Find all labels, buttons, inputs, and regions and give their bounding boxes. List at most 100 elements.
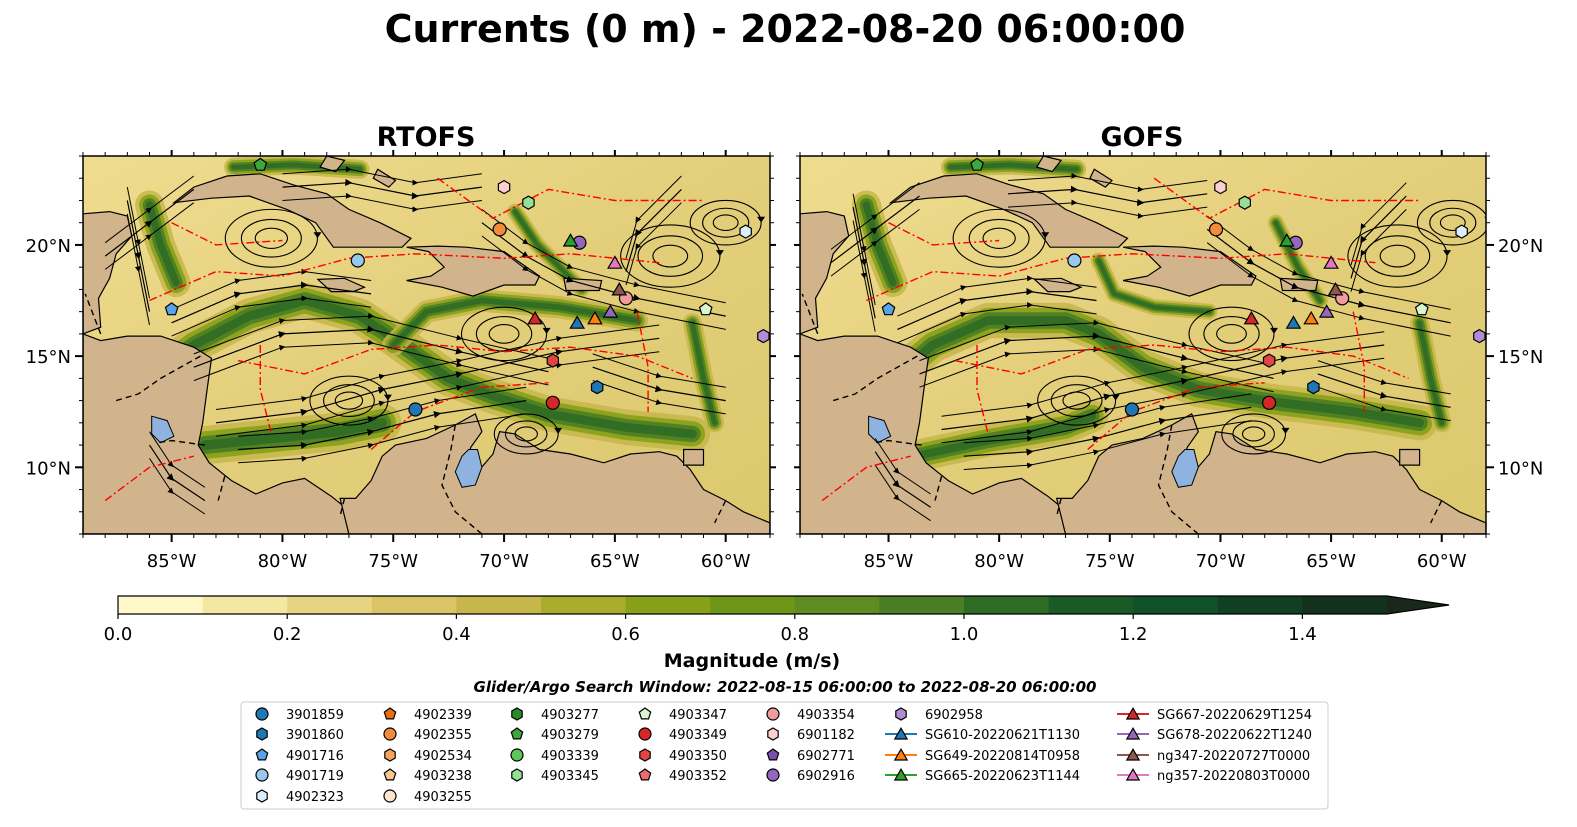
speed-band [1096, 258, 1212, 314]
legend-marker-4903349 [638, 727, 652, 741]
streamline [625, 175, 682, 259]
eez-boundary [888, 222, 1000, 246]
legend-label: 4903354 [797, 708, 855, 723]
platform-marker-3901859[interactable] [408, 402, 423, 417]
platform-marker-SG665-20220623T1144[interactable] [562, 233, 579, 247]
x-tick-label: 85°W [864, 551, 914, 572]
platform-marker-SG665-20220623T1144[interactable] [1279, 233, 1295, 247]
streamline [1350, 182, 1407, 266]
streamline [897, 288, 1097, 330]
platform-marker-3901859[interactable] [1124, 402, 1140, 417]
platform-marker-4901719[interactable] [1067, 253, 1082, 268]
streamline [1206, 242, 1451, 337]
colorbar-cell [1302, 596, 1388, 614]
streamline-eddy [1429, 207, 1477, 238]
country-border [1430, 500, 1443, 524]
platform-marker-4903279[interactable] [253, 157, 268, 171]
platform-marker-3901860[interactable] [590, 380, 604, 395]
platform-marker-4903350[interactable] [1262, 353, 1276, 368]
platform-marker-4901716[interactable] [881, 302, 896, 316]
streamline [149, 431, 206, 488]
streamline [149, 444, 206, 502]
legend-items: 3901859 3901860 4901716 4901719 4902323 49023… [255, 706, 1312, 805]
colorbar-tick-label: 1.2 [1119, 624, 1148, 645]
lake-maracaibo [1171, 449, 1199, 488]
colorbar-cell [879, 596, 965, 614]
streamline-arrow [1111, 394, 1120, 401]
legend-label: 6901182 [797, 728, 855, 743]
colorbar-ticks: 0.0 0.2 0.4 0.6 0.8 1.0 1.2 1.4 [104, 614, 1317, 645]
platform-marker-4903350[interactable] [546, 353, 560, 368]
legend-label: ng357-20220803T0000 [1157, 769, 1310, 784]
streamline-eddy [1439, 214, 1466, 232]
landmass-bahamas1 [319, 156, 346, 173]
platform-marker-3901860[interactable] [1307, 380, 1320, 395]
platform-marker-4903347[interactable] [698, 302, 713, 316]
platform-marker-4903349[interactable] [1262, 395, 1277, 410]
platform-marker-SG610-20220621T1130[interactable] [569, 315, 586, 329]
country-border [84, 293, 102, 335]
y-tick-label: 20°N [1498, 236, 1543, 257]
streamline-arrow [1041, 232, 1050, 239]
platform-marker-4902355[interactable] [1208, 222, 1224, 237]
platform-marker-4902323[interactable] [1455, 224, 1468, 239]
colorbar-tick-label: 1.0 [950, 624, 979, 645]
platform-marker-4902323[interactable] [739, 224, 752, 239]
platform-marker-4903345[interactable] [522, 195, 535, 210]
platform-marker-4901716[interactable] [164, 302, 179, 316]
platform-marker-ng347-20220727T0000[interactable] [611, 282, 628, 296]
platform-marker-4903349[interactable] [545, 395, 560, 410]
streamline-eddy [1364, 235, 1431, 277]
legend-label: SG649-20220814T0958 [925, 749, 1080, 764]
legend-label: 4903350 [669, 749, 727, 764]
y-tick-label: 15°N [26, 347, 71, 368]
platform-marker-SG667-20220629T1254[interactable] [527, 310, 543, 325]
streamline [126, 200, 151, 312]
colorbar-cell [1217, 596, 1303, 614]
figure-title: Currents (0 m) - 2022-08-20 06:00:00 [385, 7, 1186, 51]
platform-marker-6902958[interactable] [757, 328, 770, 344]
map-frame [799, 155, 1487, 535]
panel-title-gofs: GOFS [1100, 122, 1183, 153]
legend-marker-6901182 [767, 727, 779, 741]
platform-marker-6901182[interactable] [497, 179, 511, 195]
eez-boundary [976, 345, 989, 435]
legend-marker-4903238 [383, 768, 397, 781]
colorbar-cell [541, 596, 627, 614]
platform-marker-4902355[interactable] [492, 222, 507, 237]
streamline [963, 393, 1252, 444]
platform-marker-6902958[interactable] [1473, 328, 1486, 344]
platform-marker-4903345[interactable] [1238, 195, 1252, 210]
streamline-eddy [514, 426, 538, 442]
legend-marker-3901859 [255, 707, 269, 721]
platform-marker-SG649-20220814T0958[interactable] [1303, 310, 1319, 325]
streamline [830, 182, 920, 250]
platform-marker-SG678-20220622T1240[interactable] [1318, 304, 1335, 318]
platform-marker-6901182[interactable] [1214, 179, 1227, 195]
streamline-arrow [1270, 327, 1278, 334]
x-tick-label: 70°W [479, 551, 529, 572]
y-tick-label: 15°N [1498, 347, 1543, 368]
streamline [1317, 386, 1451, 422]
platform-marker-4903347[interactable] [1414, 302, 1429, 316]
platform-marker-4901719[interactable] [350, 253, 365, 268]
platform-marker-ng357-20220803T0000[interactable] [1323, 255, 1339, 269]
platform-marker-SG610-20220621T1130[interactable] [1285, 315, 1302, 329]
axis-ticks-rtofs: 85°W 80°W 75°W 70°W 65°W 60°W 20°N 15°N 10°N [26, 150, 776, 572]
platform-marker-SG667-20220629T1254[interactable] [1243, 310, 1260, 325]
platform-marker-SG678-20220622T1240[interactable] [602, 304, 619, 318]
streamline-eddy [968, 218, 1030, 258]
legend-label: SG667-20220629T1254 [1157, 708, 1312, 723]
current-streamlines [830, 172, 1486, 522]
legend-label: 4903339 [541, 749, 599, 764]
x-tick-label: 85°W [147, 551, 197, 572]
platform-marker-SG649-20220814T0958[interactable] [587, 310, 603, 325]
legend-marker-4901716 [255, 748, 269, 761]
legend-label: 4901716 [286, 749, 344, 764]
streamline-eddy [1221, 413, 1287, 455]
platform-marker-ng357-20220803T0000[interactable] [607, 255, 623, 269]
platform-marker-ng347-20220727T0000[interactable] [1327, 281, 1344, 296]
streamline [1350, 209, 1407, 292]
legend-label: 3901860 [286, 728, 344, 743]
platform-marker-4903279[interactable] [970, 157, 984, 171]
